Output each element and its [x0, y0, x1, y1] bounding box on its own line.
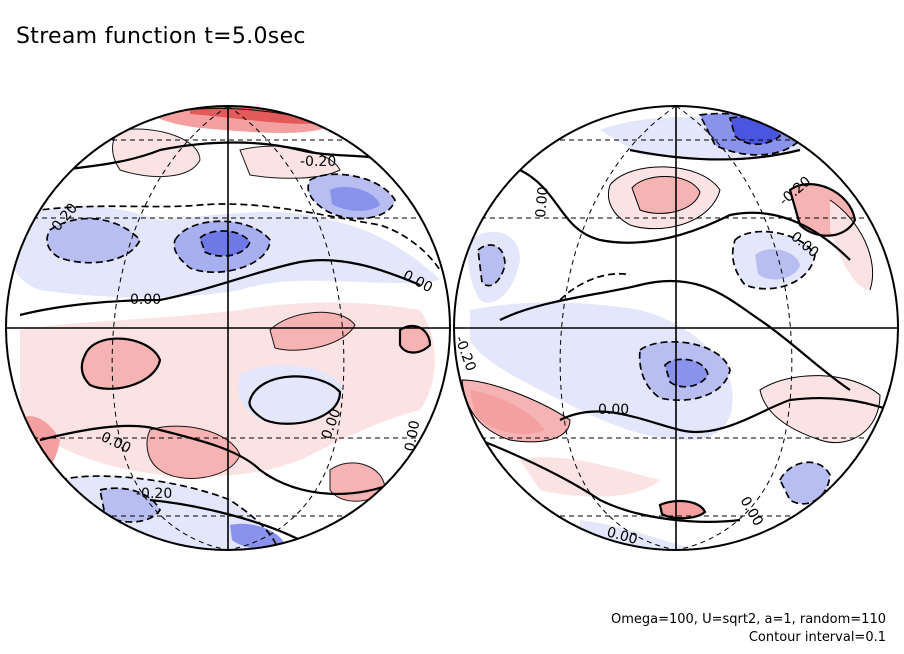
contour-label: 0.00 — [605, 524, 639, 548]
page-title: Stream function t=5.0sec — [16, 24, 306, 49]
contour-label: 0.00 — [130, 292, 161, 308]
contour-interval-caption: Contour interval=0.1 — [748, 630, 886, 645]
contour-label: -0.20 — [136, 486, 172, 502]
contour-label: -0.20 — [300, 154, 336, 170]
contour-label: 0.00 — [533, 186, 552, 218]
left-hemisphere: 0.20 -0.20 0.00 0.00 0.00 0.00 0.00 -0.2… — [5, 105, 451, 551]
parameters-caption: Omega=100, U=sqrt2, a=1, random=110 — [610, 612, 886, 627]
contour-label: 0.00 — [402, 419, 423, 452]
right-hemisphere: 0.00 -0.20 0.00 -0.20 0.00 0.00 0.00 — [451, 105, 899, 551]
contour-label: 0.00 — [598, 402, 629, 418]
